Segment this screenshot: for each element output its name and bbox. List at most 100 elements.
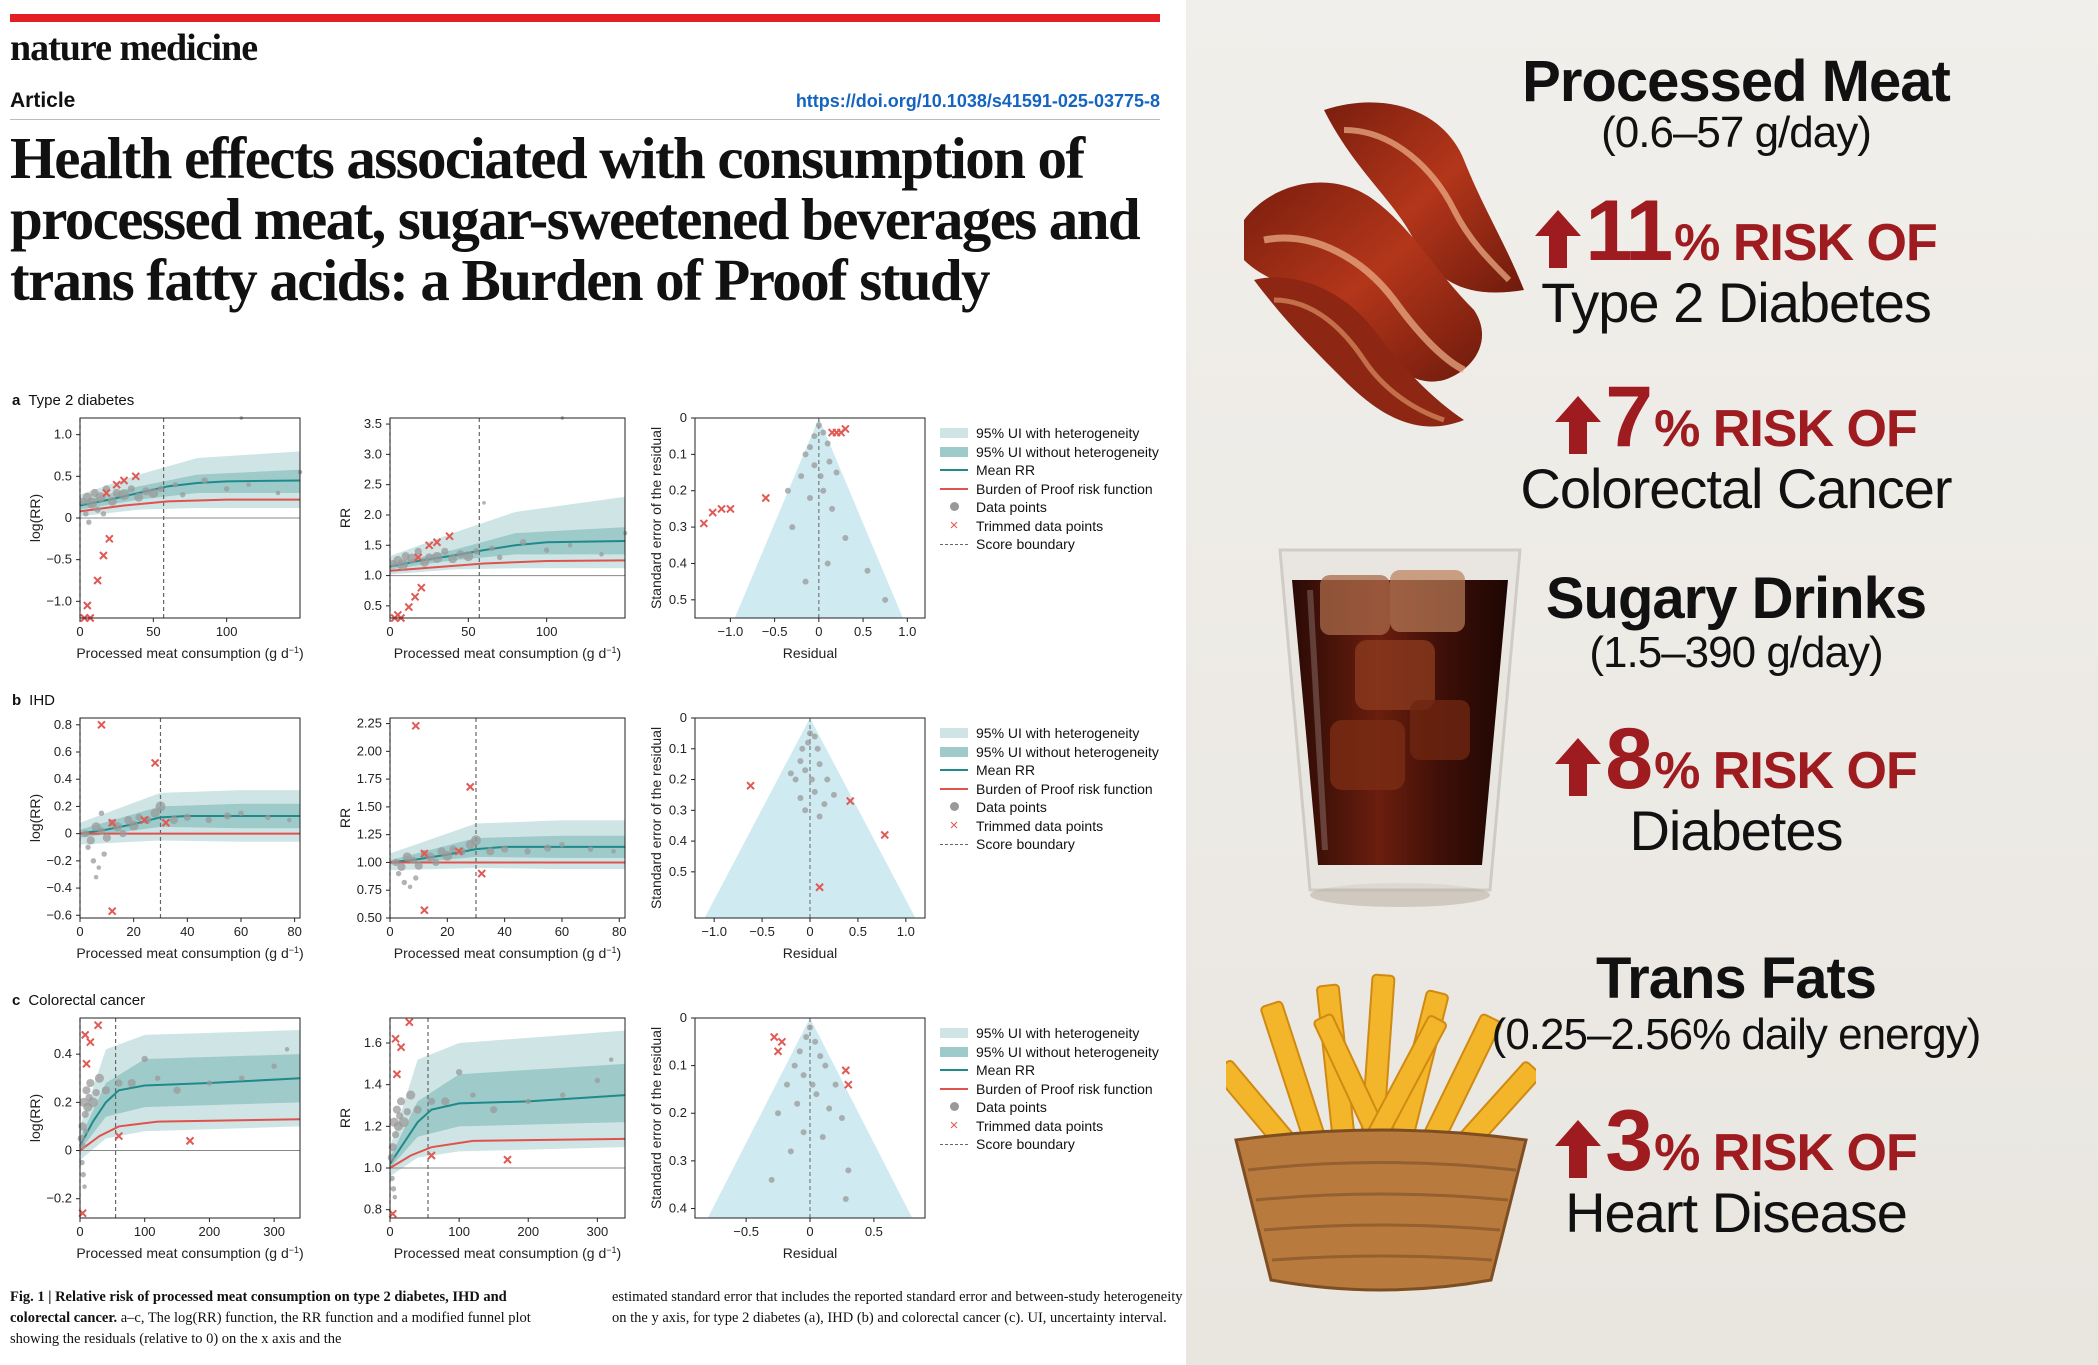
y-tick-label: 0.3 [669,519,687,534]
data-point [833,469,840,476]
data-point [784,487,791,494]
data-point [802,807,809,814]
data-point [543,547,550,553]
plot-frame [79,1017,301,1219]
y-tick-label: 0.1 [669,446,687,461]
y-tick-label: −1.0 [46,593,72,608]
legend-item: Data points [940,498,1159,517]
data-point [94,1073,104,1083]
doi-link[interactable]: https://doi.org/10.1038/s41591-025-03775… [795,91,1160,111]
data-point [77,1134,85,1143]
data-point [392,858,400,867]
y-tick-label: 0.50 [357,910,382,925]
y-tick-label: −0.2 [46,1191,72,1206]
trimmed-point [699,519,709,528]
trimmed-point [83,601,92,610]
data-point [286,817,292,823]
chart-a-rr: 0 50 100 0.5 1.0 1.5 2.0 2.5 3.0 3.5 Processed mea… [337,416,628,661]
x-tick-label: 100 [536,624,558,639]
data-point [82,1086,91,1095]
risk-line: 3% RISK OF [1376,1092,2096,1191]
legend-swatch [940,1102,968,1112]
data-point [787,1148,794,1155]
x-axis-label: Processed meat consumption (g d−1) [76,645,303,661]
data-point [817,1053,824,1060]
arrow-up-icon [1535,210,1582,268]
data-point [796,1048,803,1055]
data-point [455,1068,463,1076]
arrow-up-icon [1555,1120,1602,1178]
data-point [201,477,208,484]
data-point [794,1100,801,1107]
legend-label: Trimmed data points [976,1117,1104,1134]
legend-label: 95% UI without heterogeneity [976,743,1159,760]
data-point [543,844,552,852]
legend-label: Burden of Proof risk function [976,780,1153,797]
data-point [154,1075,161,1081]
x-tick-label: 50 [146,624,160,639]
data-point [813,1091,820,1098]
data-point [119,830,127,838]
trimmed-point [413,553,423,562]
data-point [811,788,818,795]
data-point [392,1194,398,1200]
x-tick-label: 80 [287,924,301,939]
data-point [97,827,106,835]
y-axis-label: Standard error of the residual [648,727,664,909]
trimmed-point [82,1059,91,1068]
data-point [141,1055,148,1063]
legend-label: 95% UI with heterogeneity [976,725,1140,741]
data-point [524,848,531,855]
y-tick-label: 0.2 [54,1094,72,1109]
data-point [90,858,97,864]
data-point [409,856,417,864]
y-tick-label: 1.0 [364,1160,382,1175]
risk-label: % RISK OF [1654,400,1918,458]
legend-label: Score boundary [976,1136,1075,1152]
legend-item: Mean RR [940,761,1159,780]
data-point [805,739,812,746]
risk-line: 11% RISK OF [1376,182,2096,281]
trimmed-point [411,721,420,730]
trimmed-point [131,472,140,481]
data-point [442,850,453,861]
chart-b-rr: 0 20 40 60 80 0.50 0.75 1.00 1.25 1.50 1.75 2.00 2.2… [337,716,627,961]
trimmed-point [417,583,426,592]
chart-a-funnel: −1.0 −0.5 0 0.5 1.0 0 0.1 0.2 0.3 0.4 0.5 Residual S… [648,410,926,661]
data-point [127,1078,136,1088]
data-point [807,1024,813,1031]
y-axis-label: Standard error of the residual [648,427,664,609]
data-point [157,485,164,493]
data-point [489,545,495,552]
y-axis-label: log(RR) [27,1094,43,1142]
data-point [824,440,831,447]
data-point [611,849,616,854]
data-point [115,1079,123,1087]
trimmed-point [86,1037,95,1047]
x-axis-label: Processed meat consumption (g d−1) [76,1245,303,1261]
chart-a-log: 0 50 100 −1.0 −0.5 0 0.5 1.0 Processed meat cons… [27,416,304,661]
chart-c-rr: 0 100 200 300 0.8 1.0 1.2 1.4 1.6 Processed meat … [337,1017,626,1261]
burden-of-proof-line [79,498,300,513]
y-axis-label: log(RR) [27,494,43,542]
caption-left-body: a–c, The log(RR) function, the RR functi… [10,1310,531,1347]
data-point [275,490,281,496]
data-point [608,1057,614,1062]
trimmed-point [761,493,770,503]
plot-frame [79,717,301,919]
y-tick-label: 1.5 [364,537,382,552]
trimmed-point [99,551,108,560]
x-tick-label: 100 [216,624,238,639]
legend-label: Score boundary [976,536,1075,552]
y-tick-label: 0 [65,510,72,525]
figure-caption-left: Fig. 1 | Relative risk of processed meat… [10,1287,570,1350]
data-point [798,473,805,480]
trimmed-point [708,508,717,517]
legend-label: Mean RR [976,1062,1036,1078]
y-tick-label: 0.75 [357,882,382,897]
data-point [807,495,813,501]
chart-b-log: 0 20 40 60 80 −0.6 −0.4 −0.2 0 0.2 0.4 0.6 0.8 Proces… [27,717,304,961]
data-point [403,1108,411,1116]
x-axis-label: Residual [783,945,837,961]
data-point [406,1090,416,1100]
